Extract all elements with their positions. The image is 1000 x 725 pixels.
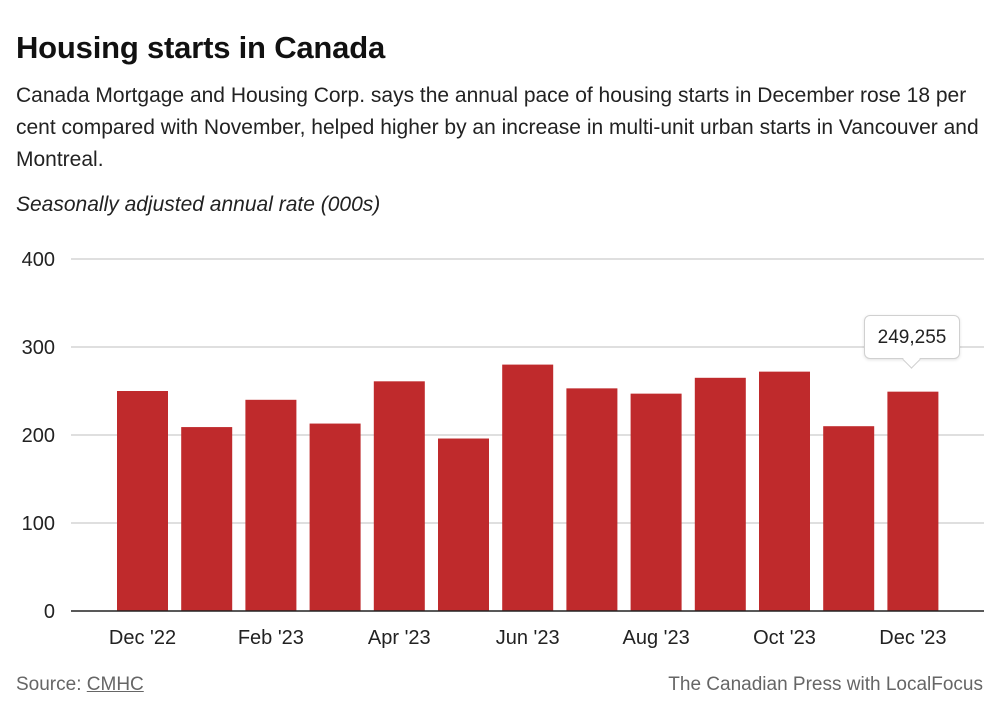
x-tick-label: Dec '22 xyxy=(109,627,176,649)
bar[interactable] xyxy=(373,381,425,611)
y-tick-label: 200 xyxy=(22,425,55,447)
source-link[interactable]: CMHC xyxy=(86,674,144,695)
x-axis-ticks: Dec '22 Feb '23 Apr '23 Jun '23 Aug '23 Oct '… xyxy=(109,627,947,649)
y-tick-label: 400 xyxy=(22,249,55,271)
x-tick-label: Dec '23 xyxy=(879,627,946,649)
y-axis-unit-label: Seasonally adjusted annual rate (000s) xyxy=(16,193,381,216)
chart-title: Housing starts in Canada xyxy=(16,30,385,65)
bar[interactable] xyxy=(438,438,489,611)
bar[interactable] xyxy=(566,388,618,611)
x-tick-label: Feb '23 xyxy=(238,627,304,649)
credit-note: The Canadian Press with LocalFocus xyxy=(668,674,983,695)
bar[interactable] xyxy=(245,399,297,611)
bar[interactable] xyxy=(502,364,554,611)
y-tick-label: 0 xyxy=(44,601,55,623)
bar[interactable] xyxy=(759,371,810,611)
y-tick-label: 300 xyxy=(22,337,55,359)
bar[interactable] xyxy=(630,393,682,611)
source-note: Source: CMHC xyxy=(16,674,144,696)
x-tick-label: Oct '23 xyxy=(753,627,816,649)
bar[interactable] xyxy=(117,391,168,611)
bars xyxy=(117,364,939,611)
x-tick-label: Aug '23 xyxy=(622,627,689,649)
bar[interactable] xyxy=(694,377,746,611)
bar[interactable] xyxy=(823,426,875,611)
value-tooltip: 249,255 xyxy=(864,315,960,369)
x-tick-label: Jun '23 xyxy=(496,627,560,649)
tooltip-value: 249,255 xyxy=(877,327,947,348)
bar[interactable] xyxy=(887,391,939,611)
bar-chart: 0 100 200 300 400 Dec '22 Feb '23 Apr '23 Jun '… xyxy=(22,249,984,649)
y-tick-label: 100 xyxy=(22,513,55,535)
source-prefix: Source: xyxy=(16,674,82,695)
bar[interactable] xyxy=(181,427,233,611)
y-axis-ticks: 0 100 200 300 400 xyxy=(22,249,55,623)
x-tick-label: Apr '23 xyxy=(368,627,431,649)
chart-subtitle: Canada Mortgage and Housing Corp. says t… xyxy=(16,84,979,171)
bar[interactable] xyxy=(309,423,361,611)
